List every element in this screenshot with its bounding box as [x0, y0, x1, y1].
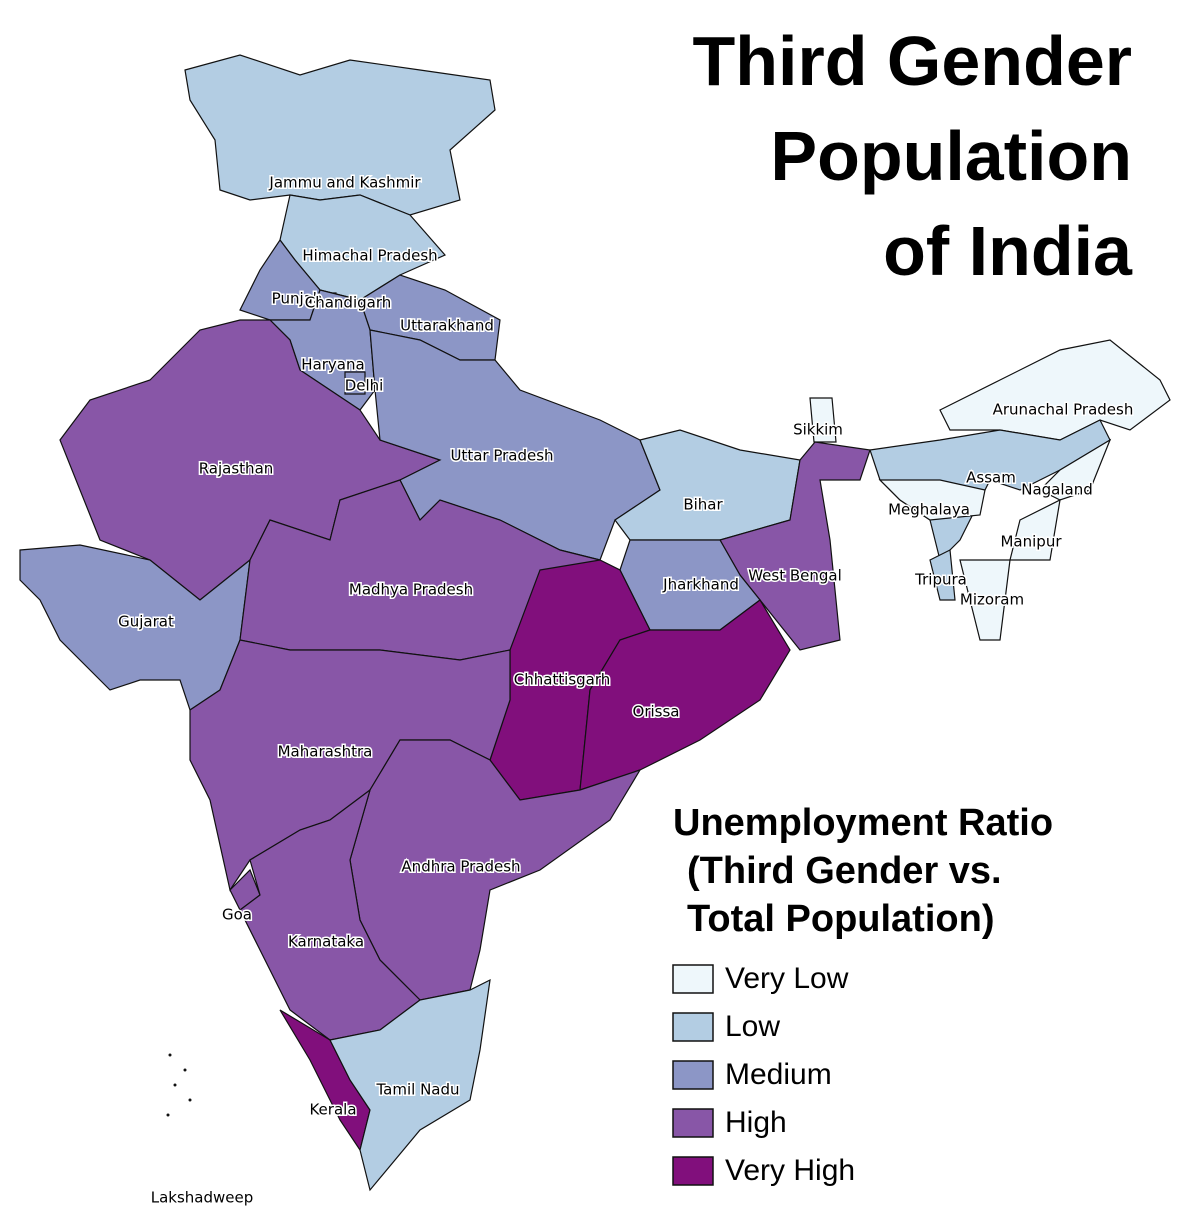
- region: [878, 479, 986, 521]
- legend-title: (Third Gender vs.: [687, 850, 1002, 892]
- region-label: Assam: [966, 469, 1016, 487]
- legend-title: Total Population): [687, 898, 994, 940]
- region: [929, 549, 956, 601]
- region-label: Karnataka: [288, 933, 364, 951]
- region-label: Chhattisgarh: [514, 671, 611, 689]
- region: [344, 371, 366, 395]
- legend-label: Low: [725, 1010, 780, 1043]
- region-label: Meghalaya: [888, 501, 970, 519]
- title: Third Gender: [693, 22, 1132, 100]
- region-label: Madhya Pradesh: [349, 581, 473, 599]
- title: Population: [770, 117, 1132, 195]
- region-label: Jharkhand: [662, 576, 739, 594]
- region: [939, 339, 1171, 441]
- region-label: Himachal Pradesh: [302, 247, 437, 265]
- region: [959, 559, 1011, 641]
- region-label: Tripura: [914, 571, 967, 589]
- region-label: Arunachal Pradesh: [993, 401, 1134, 419]
- region-label: Lakshadweep: [151, 1189, 254, 1207]
- legend-label: Very Low: [725, 962, 849, 995]
- region-label: Tamil Nadu: [375, 1081, 459, 1099]
- legend-swatch: [672, 1012, 714, 1042]
- title: of India: [883, 212, 1133, 290]
- region-label: Chandigarh: [305, 294, 392, 312]
- legend-label: Very High: [725, 1154, 855, 1187]
- region: [1009, 498, 1061, 561]
- region-label: Andhra Pradesh: [401, 858, 520, 876]
- legend-label: High: [725, 1106, 787, 1139]
- legend-swatch: [672, 1060, 714, 1090]
- legend-swatch: [672, 1156, 714, 1186]
- region-label: Goa: [222, 906, 252, 924]
- region-label: Haryana: [301, 356, 364, 374]
- legend-swatch: [672, 964, 714, 994]
- legend-title: Unemployment Ratio: [673, 802, 1053, 844]
- region-label: Punjab: [272, 290, 323, 308]
- region: [184, 54, 496, 216]
- region: [809, 397, 837, 443]
- region-label: Jammu and Kashmir: [268, 174, 421, 192]
- island: [173, 1083, 177, 1087]
- legend-label: Medium: [725, 1058, 832, 1091]
- region-label: Uttar Pradesh: [450, 447, 553, 465]
- region: [329, 978, 491, 1192]
- region: [1038, 438, 1112, 501]
- island: [183, 1068, 187, 1072]
- region: [579, 599, 791, 791]
- region-label: Uttarakhand: [400, 317, 494, 335]
- region-label: Delhi: [345, 377, 384, 395]
- region-label: Mizoram: [960, 591, 1024, 609]
- island: [168, 1053, 172, 1057]
- region-label: Bihar: [683, 496, 723, 514]
- island: [188, 1098, 192, 1102]
- region-label: Kerala: [309, 1101, 356, 1119]
- island: [166, 1113, 170, 1117]
- region-label: Gujarat: [118, 613, 174, 631]
- region-label: West Bengal: [748, 567, 842, 585]
- region-label: Sikkim: [793, 421, 843, 439]
- legend-swatch: [672, 1108, 714, 1138]
- region-label: Manipur: [1000, 533, 1062, 551]
- region: [719, 441, 871, 651]
- region-label: Rajasthan: [199, 460, 274, 478]
- region-label: Orissa: [633, 703, 680, 721]
- region-label: Maharashtra: [278, 743, 373, 761]
- region-label: Nagaland: [1021, 481, 1093, 499]
